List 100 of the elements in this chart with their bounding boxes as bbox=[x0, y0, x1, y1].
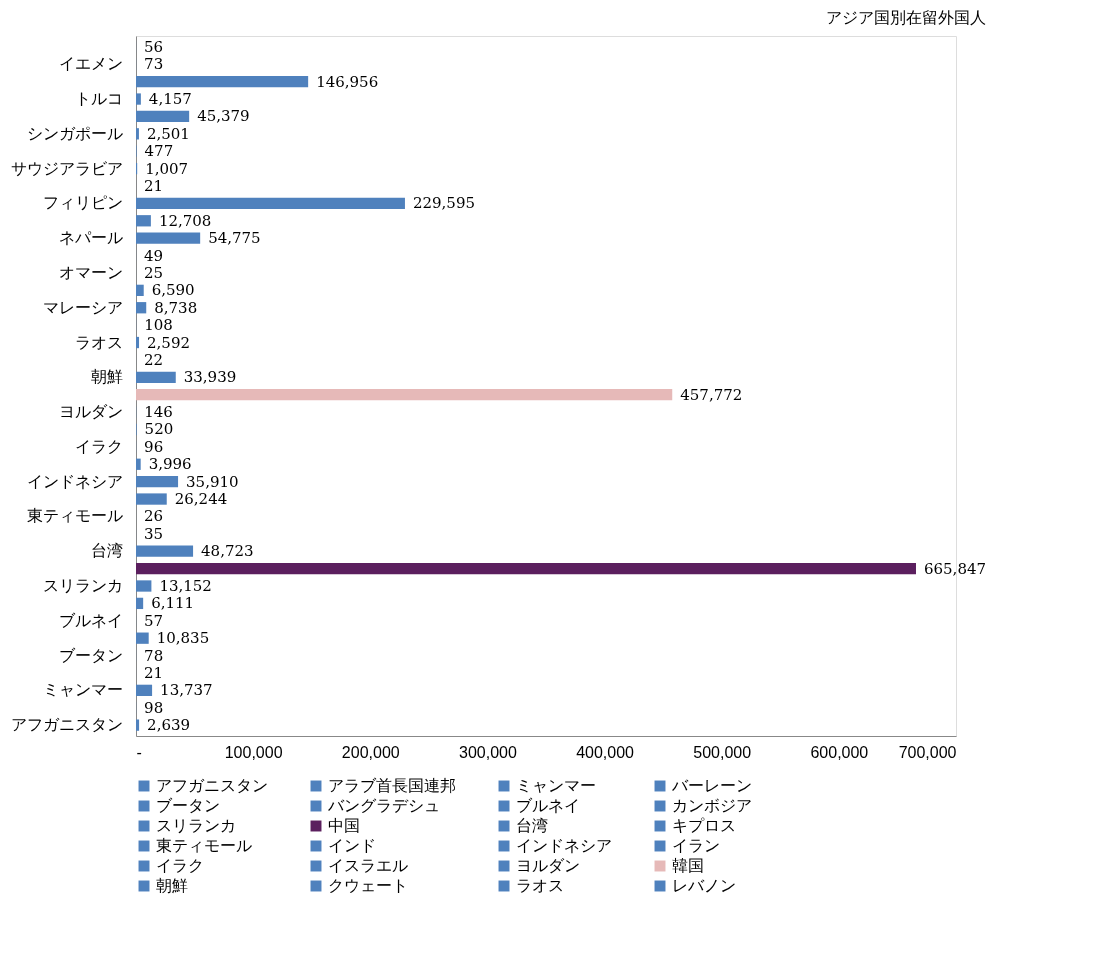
y-tick-label: イエメン bbox=[58, 55, 123, 73]
y-tick-label: ヨルダン bbox=[58, 403, 123, 421]
data-label: 1,007 bbox=[145, 159, 189, 178]
y-tick-label: ブータン bbox=[58, 646, 123, 664]
legend-label: ブータン bbox=[156, 796, 220, 815]
data-label: 4,157 bbox=[148, 90, 192, 109]
data-label: 35,910 bbox=[186, 472, 239, 491]
y-tick-label: マレーシア bbox=[42, 298, 123, 316]
data-label: 56 bbox=[144, 37, 164, 56]
data-label: 98 bbox=[144, 698, 164, 717]
legend-label: 朝鮮 bbox=[156, 876, 188, 895]
y-tick-label: アフガニスタン bbox=[10, 716, 123, 734]
data-label: 33,939 bbox=[183, 368, 237, 387]
data-label: 73 bbox=[144, 55, 164, 74]
data-label: 96 bbox=[144, 437, 164, 456]
bar bbox=[136, 128, 139, 140]
x-tick-label: 700,000 bbox=[898, 743, 957, 761]
data-label: 54,775 bbox=[208, 229, 261, 248]
bar bbox=[136, 597, 144, 610]
y-tick-label: 朝鮮 bbox=[90, 368, 123, 386]
legend-label: ブルネイ bbox=[516, 796, 580, 815]
legend-label: ヨルダン bbox=[516, 856, 580, 875]
data-label: 3,996 bbox=[148, 455, 192, 474]
y-tick-label: スリランカ bbox=[42, 577, 123, 594]
y-tick-label: ラオス bbox=[74, 333, 123, 351]
data-label: 520 bbox=[144, 420, 174, 439]
y-tick-label: 台湾 bbox=[90, 542, 123, 560]
legend-label: ミャンマー bbox=[516, 776, 596, 795]
bar bbox=[136, 302, 147, 314]
legend-label: イラク bbox=[156, 856, 204, 875]
data-label: 665,847 bbox=[923, 559, 987, 578]
y-tick-label: トルコ bbox=[74, 90, 123, 108]
bar bbox=[136, 684, 153, 696]
bar bbox=[136, 76, 309, 88]
legend-label: 台湾 bbox=[516, 816, 548, 835]
legend-label: イラン bbox=[672, 836, 720, 855]
legend-label: スリランカ bbox=[156, 816, 236, 835]
legend-label: アフガニスタン bbox=[156, 776, 268, 795]
legend-label: インドネシア bbox=[516, 836, 612, 855]
data-label: 45,379 bbox=[197, 107, 250, 126]
legend-label: アラブ首長国連邦 bbox=[328, 776, 456, 795]
data-label: 13,152 bbox=[159, 577, 212, 595]
x-tick-label: 300,000 bbox=[459, 743, 517, 761]
data-label: 2,501 bbox=[146, 124, 190, 143]
bar bbox=[136, 197, 405, 210]
data-label: 48,723 bbox=[201, 542, 254, 561]
data-label: 26 bbox=[144, 507, 164, 526]
bar bbox=[136, 562, 916, 575]
bar bbox=[136, 93, 141, 105]
data-label: 25 bbox=[144, 263, 164, 282]
x-tick-label: 600,000 bbox=[810, 743, 869, 761]
bar bbox=[136, 110, 190, 123]
data-label: 49 bbox=[144, 246, 164, 265]
y-tick-label: シンガポール bbox=[26, 124, 123, 142]
data-label: 457,772 bbox=[680, 385, 743, 404]
data-label: 108 bbox=[144, 316, 173, 335]
legend-label: 中国 bbox=[328, 816, 360, 835]
y-tick-label: ネパール bbox=[58, 229, 123, 247]
x-tick-label: - bbox=[136, 743, 142, 761]
y-tick-label: ブルネイ bbox=[58, 611, 123, 629]
x-tick-label: 200,000 bbox=[341, 743, 400, 761]
data-label: 78 bbox=[144, 646, 164, 665]
y-tick-label: オマーン bbox=[58, 263, 123, 281]
legend-label: インド bbox=[328, 836, 376, 855]
bar bbox=[136, 458, 141, 470]
legend-label: クウェート bbox=[328, 876, 408, 895]
legend-label: バングラデシュ bbox=[327, 796, 440, 815]
legend-label: カンボジア bbox=[672, 796, 752, 815]
bar bbox=[136, 215, 151, 227]
legend-label: キプロス bbox=[672, 816, 736, 835]
bar bbox=[136, 545, 194, 557]
bar bbox=[136, 493, 167, 505]
data-label: 229,595 bbox=[412, 194, 475, 213]
y-tick-label: フィリピン bbox=[42, 194, 123, 212]
chart-title: アジア国別在留外国人 bbox=[826, 8, 987, 27]
bar bbox=[136, 632, 149, 644]
bar bbox=[136, 580, 152, 592]
bar bbox=[136, 232, 201, 244]
bar bbox=[136, 719, 140, 731]
data-label: 35 bbox=[144, 524, 164, 543]
y-tick-label: ミャンマー bbox=[42, 681, 123, 699]
bar bbox=[136, 284, 144, 296]
legend-label: イスラエル bbox=[328, 856, 408, 875]
data-label: 13,737 bbox=[160, 681, 213, 700]
y-tick-label: 東ティモール bbox=[26, 507, 123, 525]
data-label: 26,244 bbox=[174, 490, 228, 509]
legend-label: レバノン bbox=[672, 876, 736, 895]
bar bbox=[136, 336, 140, 349]
data-label: 6,590 bbox=[151, 281, 195, 300]
x-tick-label: 100,000 bbox=[224, 743, 283, 761]
data-label: 477 bbox=[144, 142, 174, 161]
bar bbox=[136, 476, 179, 488]
legend-label: バーレーン bbox=[671, 776, 752, 795]
data-label: 10,835 bbox=[156, 629, 210, 648]
data-label: 57 bbox=[144, 611, 164, 630]
data-label: 2,592 bbox=[147, 333, 190, 352]
x-tick-label: 500,000 bbox=[693, 743, 752, 761]
data-label: 22 bbox=[144, 350, 164, 369]
data-label: 146,956 bbox=[316, 72, 379, 91]
legend-label: ラオス bbox=[516, 876, 564, 895]
